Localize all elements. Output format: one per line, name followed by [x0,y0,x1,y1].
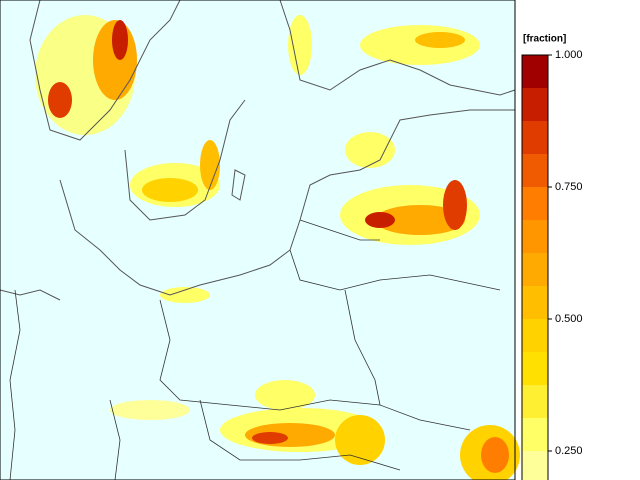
map-frame [0,0,516,480]
colorbar-band [522,451,548,480]
colorbar-band [522,418,548,451]
colorbar-band [522,88,548,121]
colorbar-band [522,220,548,253]
colorbar-tick-label: 1.000 [555,49,583,61]
colorbar-band [522,121,548,154]
colorbar-band [522,385,548,418]
colorbar-band [522,55,548,88]
colorbar-tick-label: 0.250 [555,445,583,457]
colorbar-band [522,253,548,286]
borders [9,219,501,480]
map [0,0,520,480]
colorbar-title: [fraction] [523,34,566,45]
colorbar-tick-label: 0.500 [555,313,583,325]
colorbar-band [522,319,548,352]
fraction-field [35,15,520,480]
colorbar-frame [521,54,549,480]
colorbar-band [522,187,548,220]
colorbar-tick-label: 0.750 [555,181,583,193]
colorbar-band [522,286,548,319]
colorbar-band [522,352,548,385]
colorbar-band [522,154,548,187]
